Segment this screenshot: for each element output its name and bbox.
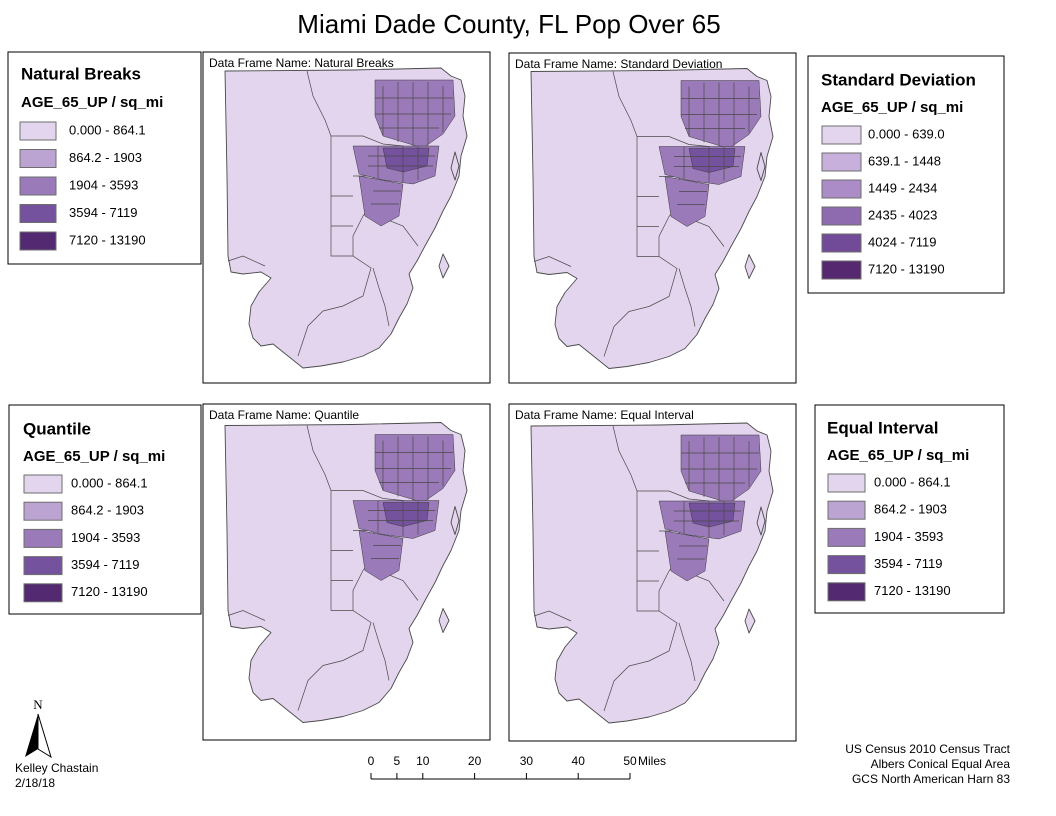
scale-tick-label: 0 [368,754,375,768]
legend-label: 639.1 - 1448 [868,153,941,168]
legend-label: 1904 - 3593 [71,530,140,545]
legend-swatch [23,583,63,603]
legend-swatch [827,555,866,575]
scale-unit: Miles [638,754,666,768]
legend-label: 7120 - 13190 [868,261,945,276]
legend: Equal Interval AGE_65_UP / sq_mi 0.000 - 8… [814,404,1005,614]
legend-label: 864.2 - 1903 [874,502,947,517]
author: Kelley Chastain [15,761,98,775]
frame-label: Data Frame Name: Equal Interval [515,408,694,422]
north-arrow-right [37,713,52,759]
legend-field: AGE_65_UP / sq_mi [827,447,969,464]
legend: Standard Deviation AGE_65_UP / sq_mi 0.000… [807,55,1005,294]
scale-tick-label: 5 [394,754,401,768]
scale-tick-label: 40 [572,754,586,768]
scale-tick-label: 50 [623,754,637,768]
legend-field: AGE_65_UP / sq_mi [21,94,163,111]
legend: Natural Breaks AGE_65_UP / sq_mi 0.000 - 8… [7,51,202,265]
legend-swatch [19,121,57,141]
legend-title: Equal Interval [827,418,938,437]
legend-field: AGE_65_UP / sq_mi [821,99,963,116]
legend-label: 0.000 - 864.1 [69,122,146,137]
legend-label: 7120 - 13190 [71,584,148,599]
legend-label: 7120 - 13190 [69,232,146,247]
legend-swatch [23,556,63,576]
legend-swatch [19,231,57,251]
legend-label: 7120 - 13190 [874,583,951,598]
legend-swatch [23,474,63,494]
legend-swatch [19,204,57,223]
scale-tick-label: 10 [416,754,430,768]
frame-label: Data Frame Name: Quantile [209,408,359,422]
legend-label: 1449 - 2434 [868,180,937,195]
legend-swatch [23,501,63,521]
north-arrow-left [25,714,38,757]
legend-swatch [821,206,862,226]
legend-label: 1904 - 3593 [874,529,943,544]
legend-swatch [19,149,57,168]
legend-label: 0.000 - 639.0 [868,126,945,141]
legend-label: 864.2 - 1903 [71,503,144,518]
data-frame: Data Frame Name: Natural Breaks [202,51,491,384]
legend-swatch [827,473,866,493]
legend-label: 1904 - 3593 [69,177,138,192]
frame-label: Data Frame Name: Natural Breaks [209,56,394,70]
legend-swatch [821,233,862,253]
frame-label: Data Frame Name: Standard Deviation [515,57,722,71]
legend-label: 864.2 - 1903 [69,150,142,165]
legend-swatch [821,152,862,172]
map-title: Miami Dade County, FL Pop Over 65 [297,9,720,39]
note: Albers Conical Equal Area [871,757,1011,771]
legend-swatch [827,500,866,520]
legend-label: 2435 - 4023 [868,207,937,222]
scale-tick-label: 30 [520,754,534,768]
data-frames: Data Frame Name: Natural Breaks Data Fram… [202,51,797,742]
legend-label: 4024 - 7119 [868,234,936,249]
scale-bar: 0 5 10 20 30 40 50 Miles [368,754,666,780]
legend-label: 3594 - 7119 [71,557,139,572]
legend-label: 3594 - 7119 [69,205,137,220]
scale-tick-label: 20 [468,754,482,768]
date: 2/18/18 [15,776,55,790]
legend: Quantile AGE_65_UP / sq_mi 0.000 - 864.1 86… [8,404,202,615]
legend-swatch [821,260,862,280]
legend-box [807,55,1005,294]
legend-swatch [827,527,866,547]
note: GCS North American Harn 83 [852,772,1010,786]
legend-title: Natural Breaks [21,64,141,83]
legend-swatch [23,528,63,548]
legend-title: Standard Deviation [821,70,976,89]
legend-label: 0.000 - 864.1 [874,474,951,489]
legend-label: 0.000 - 864.1 [71,475,148,490]
data-frame: Data Frame Name: Quantile [202,403,491,741]
north-arrow: N [25,697,52,759]
data-frame: Data Frame Name: Equal Interval [508,403,797,742]
legend-title: Quantile [23,419,91,438]
legend-swatch [821,125,862,145]
note: US Census 2010 Census Tract [845,742,1010,756]
legend-field: AGE_65_UP / sq_mi [23,448,165,465]
legend-swatch [821,179,862,199]
north-label: N [33,697,43,712]
legend-swatch [19,176,57,196]
legend-swatch [827,582,866,602]
data-frame: Data Frame Name: Standard Deviation [508,52,797,384]
legends: Natural Breaks AGE_65_UP / sq_mi 0.000 - 8… [7,51,1005,615]
legend-label: 3594 - 7119 [874,556,942,571]
